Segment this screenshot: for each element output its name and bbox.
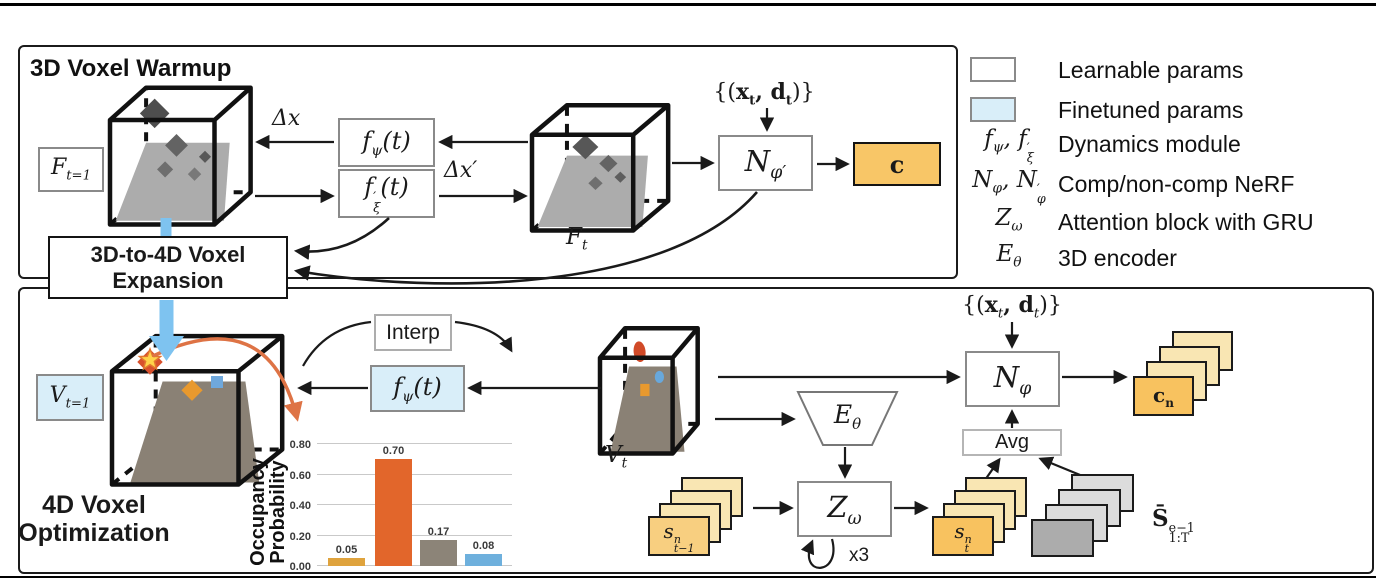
blue-connector-stub <box>160 218 172 238</box>
s-bar-label: S̄ e−1 1:T <box>1152 505 1195 546</box>
legend-attention: Attention block with GRU <box>1058 209 1314 235</box>
legend-nerf: Comp/non-comp NeRF <box>1058 171 1295 197</box>
f-t1-label: Ft=1 <box>50 155 91 184</box>
legend-dynamics: Dynamics module <box>1058 131 1241 157</box>
gridline <box>317 504 512 505</box>
gridline <box>317 565 512 566</box>
ray-samples-label-warmup: {(xt, dt)} <box>713 79 815 109</box>
legend-encoder: 3D encoder <box>1058 245 1177 271</box>
z-omega-label: Zω <box>827 489 862 529</box>
ytick-label: 0.40 <box>289 500 311 512</box>
attention-zomega-box: Zω <box>797 481 892 537</box>
prev-epoch-card-front <box>1031 519 1094 557</box>
voxel-cube-v-t <box>598 326 700 456</box>
legend-finetuned: Finetuned params <box>1058 97 1244 123</box>
legend-sym-attention: Zω <box>995 205 1023 235</box>
optimization-title: 4D Voxel Optimization <box>18 491 170 547</box>
v-t1-label-box: Vt=1 <box>36 374 104 421</box>
expansion-box: 3D-to-4D Voxel Expansion <box>48 236 288 299</box>
delta-x-prime-label: Δx′ <box>444 158 478 183</box>
chart-plot-area: 0.00 0.20 0.40 0.60 0.80 0.05 0.70 0.17 0.08 <box>290 439 512 573</box>
bottom-rule <box>0 576 1376 578</box>
color-card-c-n: cn <box>1133 376 1194 416</box>
encoder-label: Eθ <box>833 400 862 433</box>
bar-voxel-3 <box>420 540 457 566</box>
bar-value-label: 0.70 <box>382 445 405 458</box>
c-n-label: cn <box>1153 382 1174 410</box>
f-xi-label: f ′ ξ (t) <box>364 172 409 216</box>
chart-ylabel: Occupancy Probability <box>247 458 289 566</box>
loop-count-label: x3 <box>849 545 870 566</box>
nerf-nphi-prime-box: Nφ′ <box>718 135 813 191</box>
bar-value-label: 0.17 <box>427 526 450 539</box>
ytick-label: 0.60 <box>289 469 311 482</box>
f-psi-finetuned-label: fψ(t) <box>393 372 442 405</box>
color-output-box: c <box>853 142 941 186</box>
delta-x-label: Δx <box>272 106 301 131</box>
legend-sym-nerf: Nφ, N ′ φ <box>972 167 1046 207</box>
n-phi-prime-label: Nφ′ <box>744 143 787 183</box>
legend-sym-dynamics: fψ, f ′ ξ <box>984 126 1034 166</box>
ray-samples-label-opt: {(xt, dt)} <box>962 292 1062 322</box>
bar-voxel-4 <box>465 553 502 566</box>
gridline <box>317 534 512 536</box>
voxel-cube-f-t1 <box>110 88 251 225</box>
bar-value-label: 0.08 <box>472 539 495 552</box>
f-t1-label-box: Ft=1 <box>38 147 104 192</box>
bar-voxel-2 <box>375 459 412 566</box>
v-t1-label: Vt=1 <box>49 383 91 412</box>
dynamics-fpsi-finetuned-box: fψ(t) <box>370 365 465 412</box>
legend-sym-encoder: Eθ <box>996 241 1022 271</box>
ytick-label: 0.00 <box>289 561 311 573</box>
legend-learnable: Learnable params <box>1058 57 1244 83</box>
top-rule <box>0 3 1376 6</box>
gru-self-loop <box>800 538 835 569</box>
s-prev-label: s n t−1 <box>663 518 695 555</box>
f-t-label: Ft <box>566 224 588 254</box>
ytick-label: 0.80 <box>289 439 311 451</box>
occupancy-chart: Occupancy Probability 0.00 0.20 0.40 0.60 0.… <box>240 439 525 578</box>
dynamics-fxi-box: f ′ ξ (t) <box>338 169 435 218</box>
bar-voxel-1 <box>328 558 365 566</box>
interp-box: Interp <box>374 314 452 351</box>
avg-box: Avg <box>962 429 1062 456</box>
ytick-label: 0.20 <box>289 530 311 543</box>
warmup-title: 3D Voxel Warmup <box>30 55 232 82</box>
v-t-label: Vt <box>605 442 628 472</box>
gridline <box>317 473 512 475</box>
f-psi-label: fψ(t) <box>362 126 411 159</box>
legend-swatch-learnable <box>970 57 1016 82</box>
bar-value-label: 0.05 <box>335 544 358 557</box>
encoder-trapezoid <box>796 391 899 446</box>
optimization-section-box <box>18 287 1374 574</box>
gridline <box>317 443 512 444</box>
legend-swatch-finetuned <box>970 97 1016 122</box>
c-label: c <box>889 149 905 179</box>
n-phi-label: Nφ <box>993 359 1032 399</box>
dynamics-fpsi-box: fψ(t) <box>338 118 435 167</box>
state-card-s-prev: s n t−1 <box>648 516 710 556</box>
nerf-nphi-box: Nφ <box>965 351 1060 407</box>
